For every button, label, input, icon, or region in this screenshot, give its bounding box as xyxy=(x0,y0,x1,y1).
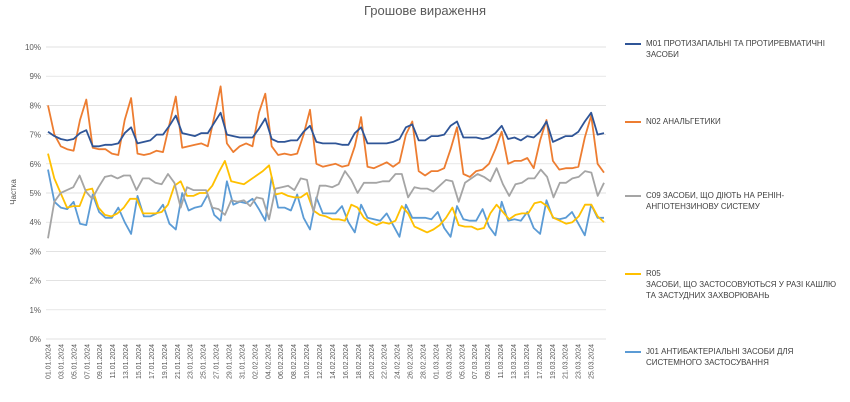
x-tick-label: 19.03.2024 xyxy=(550,344,557,379)
x-tick-label: 03.03.2024 xyxy=(446,344,453,379)
x-tick-label: 20.02.2024 xyxy=(369,344,376,379)
series-lines xyxy=(47,85,605,239)
legend-swatch xyxy=(625,273,641,275)
x-tick-label: 21.03.2024 xyxy=(563,344,570,379)
x-axis-ticks: 01.01.2024 03.01.2024 05.01.2024 07.01.2024… xyxy=(46,344,596,379)
y-axis-label: Частка xyxy=(9,179,18,205)
x-tick-label: 19.01.2024 xyxy=(162,344,169,379)
x-tick-label: 07.03.2024 xyxy=(472,344,479,379)
y-tick-label: 8% xyxy=(29,101,41,110)
x-tick-label: 01.03.2024 xyxy=(433,344,440,379)
x-tick-label: 13.03.2024 xyxy=(511,344,518,379)
x-tick-label: 06.02.2024 xyxy=(278,344,285,379)
x-tick-label: 18.02.2024 xyxy=(356,344,363,379)
x-tick-label: 05.03.2024 xyxy=(459,344,466,379)
x-tick-label: 16.02.2024 xyxy=(343,344,350,379)
x-tick-label: 10.02.2024 xyxy=(304,344,311,379)
x-tick-label: 12.02.2024 xyxy=(317,344,324,379)
x-tick-label: 15.01.2024 xyxy=(136,344,143,379)
chart-title: Грошове вираження xyxy=(364,3,486,18)
y-axis-ticks: 0% 1% 2% 3% 4% 5% 6% 7% 8% 9% 10% xyxy=(25,43,41,344)
x-tick-label: 27.01.2024 xyxy=(214,344,221,379)
x-tick-label: 11.03.2024 xyxy=(498,344,505,379)
y-tick-label: 1% xyxy=(29,306,41,315)
legend-swatch xyxy=(625,43,641,45)
x-tick-label: 25.03.2024 xyxy=(589,344,596,379)
y-tick-label: 6% xyxy=(29,160,41,169)
x-tick-label: 17.03.2024 xyxy=(537,344,544,379)
x-tick-label: 31.01.2024 xyxy=(239,344,246,379)
series-line-1 xyxy=(47,85,605,178)
x-tick-label: 02.02.2024 xyxy=(252,344,259,379)
x-tick-label: 28.02.2024 xyxy=(420,344,427,379)
x-tick-label: 21.01.2024 xyxy=(175,344,182,379)
x-tick-label: 26.02.2024 xyxy=(408,344,415,379)
x-tick-label: 05.01.2024 xyxy=(71,344,78,379)
y-tick-label: 2% xyxy=(29,277,41,286)
x-tick-label: 23.03.2024 xyxy=(576,344,583,379)
x-tick-label: 08.02.2024 xyxy=(291,344,298,379)
legend-swatch xyxy=(625,351,641,353)
y-tick-label: 10% xyxy=(25,43,41,52)
x-tick-label: 24.02.2024 xyxy=(395,344,402,379)
series-line-0 xyxy=(47,111,605,148)
x-tick-label: 03.01.2024 xyxy=(58,344,65,379)
x-tick-label: 17.01.2024 xyxy=(149,344,156,379)
legend-label: R05 ЗАСОБИ, ЩО ЗАСТОСОВУЮТЬСЯ У РАЗІ КАШЛ… xyxy=(646,269,837,300)
x-tick-label: 14.02.2024 xyxy=(330,344,337,379)
legend-label: J01 АНТИБАКТЕРІАЛЬНІ ЗАСОБИ ДЛЯ СИСТЕМНО… xyxy=(646,347,794,367)
x-tick-label: 07.01.2024 xyxy=(84,344,91,379)
y-tick-label: 5% xyxy=(29,189,41,198)
legend-swatch xyxy=(625,121,641,123)
x-tick-label: 25.01.2024 xyxy=(201,344,208,379)
series-line-2 xyxy=(47,167,605,239)
y-tick-label: 3% xyxy=(29,247,41,256)
x-tick-label: 22.02.2024 xyxy=(382,344,389,379)
series-line-4 xyxy=(47,169,604,238)
x-tick-label: 29.01.2024 xyxy=(227,344,234,379)
gridlines xyxy=(46,46,606,340)
x-tick-label: 23.01.2024 xyxy=(188,344,195,379)
y-tick-label: 7% xyxy=(29,131,41,140)
legend-label: C09 ЗАСОБИ, ЩО ДІЮТЬ НА РЕНІН-АНГІОТЕНЗИ… xyxy=(646,191,785,211)
x-tick-label: 04.02.2024 xyxy=(265,344,272,379)
x-tick-label: 09.03.2024 xyxy=(485,344,492,379)
x-tick-label: 11.01.2024 xyxy=(110,344,117,379)
y-tick-label: 4% xyxy=(29,218,41,227)
x-tick-label: 01.01.2024 xyxy=(46,344,53,379)
legend-swatch xyxy=(625,195,641,197)
series-line-3 xyxy=(47,153,605,234)
legend-label: M01 ПРОТИЗАПАЛЬНІ ТА ПРОТИРЕВМАТИЧНІ ЗАС… xyxy=(646,39,825,59)
legend-label: N02 АНАЛЬГЕТИКИ xyxy=(646,117,721,126)
y-tick-label: 0% xyxy=(29,335,41,344)
y-tick-label: 9% xyxy=(29,72,41,81)
x-tick-label: 15.03.2024 xyxy=(524,344,531,379)
x-tick-label: 13.01.2024 xyxy=(123,344,130,379)
x-tick-label: 09.01.2024 xyxy=(97,344,104,379)
